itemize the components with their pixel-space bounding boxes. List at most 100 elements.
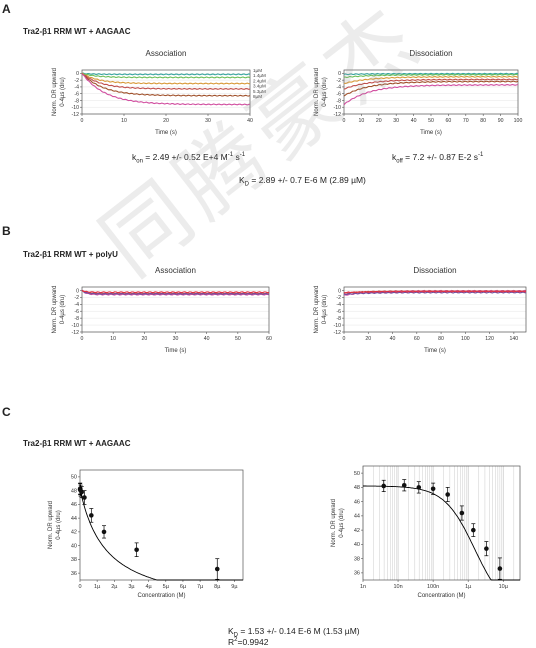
c-linear-ytick-label: 36 <box>71 571 77 577</box>
a-dissoc-xtick-label: 10 <box>359 118 365 124</box>
a-dissoc-y-axis-label: Norm. DR upward <box>314 68 320 116</box>
data-point <box>430 486 436 492</box>
b-dissoc-ytick-label: -2 <box>336 295 341 301</box>
c-log-y-axis-label-unit: 0-4µs (dru) <box>339 508 345 537</box>
legend-entry: 8µM <box>253 94 262 99</box>
b-dissoc-xtick-label: 140 <box>510 336 519 342</box>
b-assoc-y-axis-label-unit: 0-4µs (dru) <box>60 295 66 324</box>
c-log-xtick-label: 1µ <box>465 584 472 590</box>
r-squared-value: =0.9942 <box>237 637 269 647</box>
kd-value-a: = 2.89 +/- 0.7 E-6 M (2.89 µM) <box>249 175 366 185</box>
b-dissoc-x-axis-label: Time (s) <box>424 348 446 354</box>
kon-subscript: on <box>136 158 143 165</box>
panel-a-title: Tra2-β1 RRM WT + AAGAAC <box>23 27 131 36</box>
c-linear-xtick-label: 3µ <box>128 584 135 590</box>
c-linear-ytick-label: 46 <box>71 502 77 508</box>
a-dissoc-xtick-label: 90 <box>498 118 504 124</box>
a-dissoc-ytick-label: -8 <box>336 98 341 104</box>
series-line-2 <box>343 75 519 84</box>
b-dissoc-xtick-label: 100 <box>461 336 470 342</box>
series-line-1 <box>81 72 251 79</box>
a-assoc-ytick-label: -2 <box>74 78 79 84</box>
data-point <box>416 485 422 490</box>
c-linear-y-axis-label-unit: 0-4µs (dru) <box>56 510 62 539</box>
data-point <box>82 495 87 500</box>
r-squared-exponent: 2 <box>234 637 238 644</box>
a-dissoc-xtick-label: 0 <box>343 118 346 124</box>
r-squared-symbol: R <box>228 637 235 647</box>
a-dissoc-y-axis-label-unit: 0-4µs (dru) <box>322 77 328 106</box>
koff-value: = 7.2 +/- 0.87 E-2 s <box>402 152 478 162</box>
a-assoc-xtick-label: 30 <box>205 118 211 124</box>
c-log-ytick-label: 38 <box>354 556 360 562</box>
c-log-ytick-label: 46 <box>354 499 360 505</box>
a-assoc-ytick-label: 0 <box>76 71 79 77</box>
series-line-0 <box>81 72 251 76</box>
koff-equation: koff = 7.2 +/- 0.87 E-2 s-1 <box>392 152 483 165</box>
a-dissoc-ytick-label: -2 <box>336 78 341 84</box>
kd-symbol-c: K <box>228 626 234 636</box>
b-dissoc-xtick-label: 60 <box>414 336 420 342</box>
c-linear-xtick-label: 8µ <box>214 584 221 590</box>
series-line-4 <box>343 80 519 97</box>
legend-entry: 3.4µM <box>253 84 266 89</box>
fit-curve <box>79 489 243 581</box>
c-log-ytick-label: 40 <box>354 542 360 548</box>
c-log-ytick-label: 48 <box>354 485 360 491</box>
a-assoc-xtick-label: 0 <box>81 118 84 124</box>
b-dissoc-ytick-label: -12 <box>334 330 342 336</box>
c-linear-ytick-label: 48 <box>71 488 77 494</box>
a-assoc-ytick-label: -12 <box>72 112 80 118</box>
kon-unit-exponent-1: -1 <box>227 152 234 159</box>
series-line-0 <box>343 72 519 76</box>
b-assoc-xtick-label: 60 <box>266 336 272 342</box>
a-dissoc-ytick-label: -10 <box>334 105 342 111</box>
a-assoc-x-axis-label: Time (s) <box>155 130 177 136</box>
kd-equation-c: KD = 1.53 +/- 0.14 E-6 M (1.53 µM) <box>228 626 360 639</box>
b-assoc-ytick-label: -8 <box>74 316 79 322</box>
c-log-chart: 1n 10n 100n 1µ 10µ 36 38 40 42 44 46 48 50 Concentrat… <box>331 465 521 599</box>
kon-value: = 2.49 +/- 0.52 E+4 M <box>142 152 228 162</box>
b-dissoc-y-axis-label-unit: 0-4µs (dru) <box>322 295 328 324</box>
c-linear-plot-frame <box>79 469 244 581</box>
a-assoc-ytick-label: -6 <box>74 91 79 97</box>
a-dissoc-xtick-label: 80 <box>480 118 486 124</box>
panel-letter-c: C <box>2 405 11 419</box>
a-assoc-xtick-label: 20 <box>163 118 169 124</box>
a-assoc-ytick-label: -10 <box>72 105 80 111</box>
kd-value-c: = 1.53 +/- 0.14 E-6 M (1.53 µM) <box>238 626 360 636</box>
a-dissoc-xtick-label: 20 <box>376 118 382 124</box>
data-point <box>89 513 94 518</box>
a-dissoc-xtick-label: 40 <box>411 118 417 124</box>
b-assoc-y-axis-label: Norm. DR upward <box>52 285 58 333</box>
b-dissoc-xtick-label: 120 <box>485 336 494 342</box>
b-dissoc-y-axis-label: Norm. DR upward <box>314 285 320 333</box>
legend-entry: 1µM <box>253 68 262 73</box>
c-linear-x-axis-label: Concentration (M) <box>137 593 185 599</box>
data-point <box>134 547 139 553</box>
b-dissoc-ytick-label: -8 <box>336 316 341 322</box>
series-line-2 <box>343 291 527 295</box>
series-line-3 <box>343 290 527 294</box>
c-linear-xtick-label: 4µ <box>146 584 153 590</box>
b-assoc-xtick-label: 30 <box>173 336 179 342</box>
legend-entry: 5.3µM <box>253 89 266 94</box>
a-assoc-xtick-label: 10 <box>121 118 127 124</box>
panel-b-title: Tra2-β1 RRM WT + polyU <box>23 250 118 259</box>
series-line-5 <box>343 83 519 106</box>
b-assoc-xtick-label: 20 <box>141 336 147 342</box>
a-dissoc-ytick-label: 0 <box>338 71 341 77</box>
a-dissoc-xtick-label: 50 <box>428 118 434 124</box>
kon-symbol: k <box>132 152 137 162</box>
a-assoc-ytick-label: -8 <box>74 98 79 104</box>
b-dissoc-ytick-label: -6 <box>336 309 341 315</box>
a-dissoc-chart: 0 10 20 30 40 50 60 70 80 90 1000-2-4-6-8-10-12Tim… <box>314 49 522 136</box>
b-assoc-xtick-label: 0 <box>81 336 84 342</box>
series-line-2 <box>81 289 270 295</box>
c-linear-ytick-label: 38 <box>71 557 77 563</box>
b-dissoc-ytick-label: 0 <box>338 288 341 294</box>
c-log-ytick-label: 42 <box>354 528 360 534</box>
kd-equation-a: KD = 2.89 +/- 0.7 E-6 M (2.89 µM) <box>239 175 366 188</box>
